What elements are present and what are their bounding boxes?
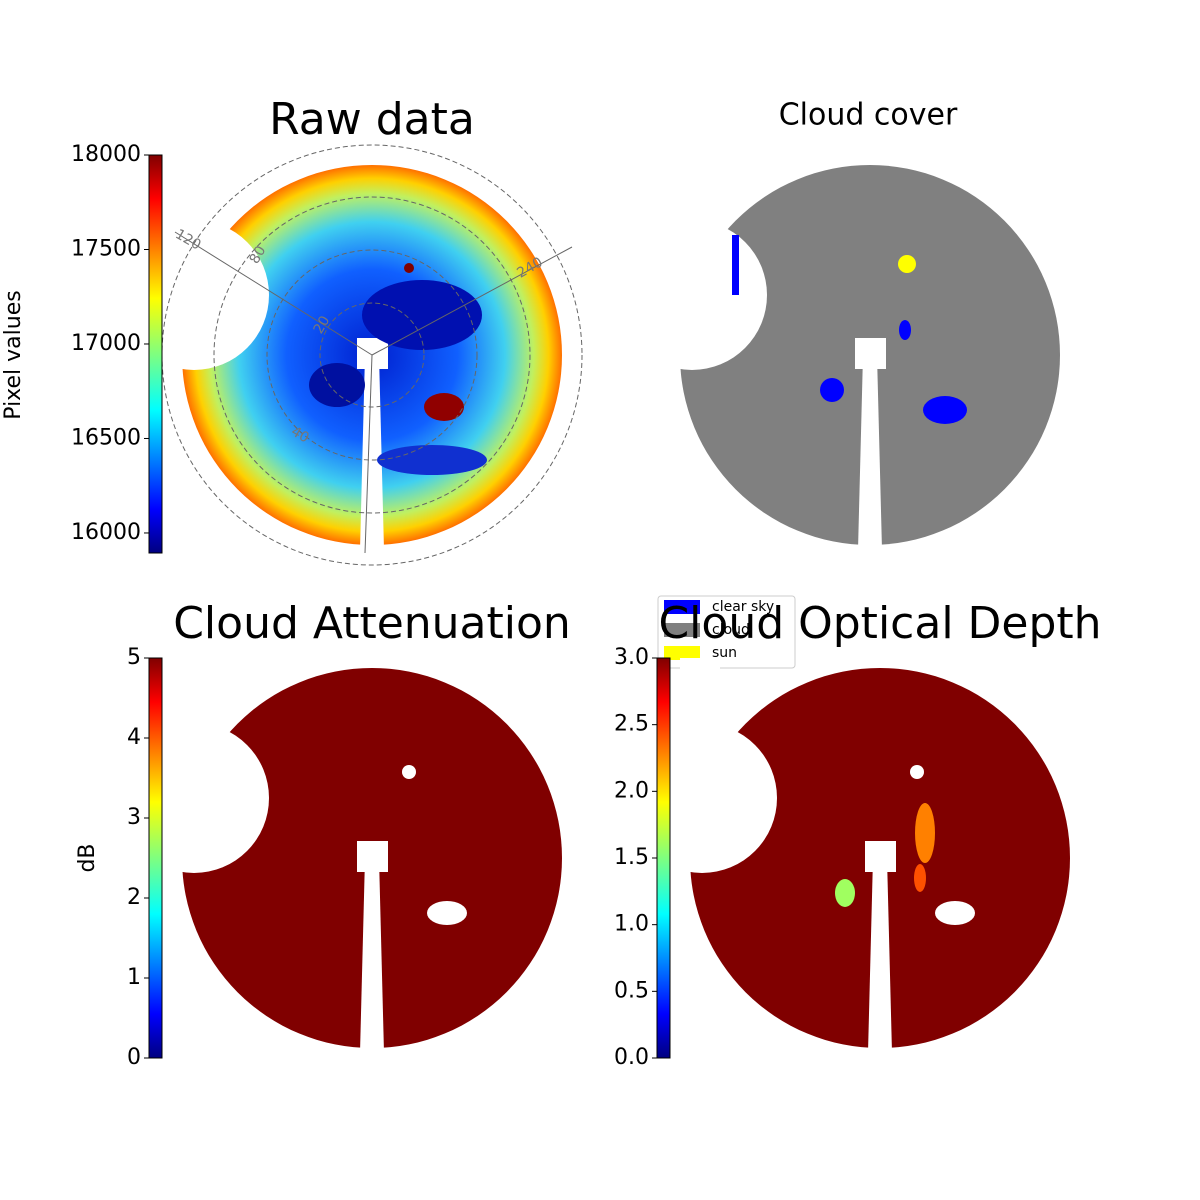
depth-patch: [914, 864, 926, 892]
colorbar-tick-label: 2: [127, 885, 141, 910]
colorbar-label: Pixel values: [1, 290, 26, 419]
mask-corner: [172, 658, 212, 858]
depth-patch: [915, 803, 935, 863]
legend-swatch: [664, 623, 700, 637]
polar-label: 80: [247, 243, 270, 266]
polar-spoke: [174, 231, 373, 356]
depth-patch: [835, 879, 855, 907]
clear-patch: [820, 378, 844, 402]
colorbar-tick-label: 18000: [71, 142, 141, 167]
warm-patch: [424, 393, 464, 421]
sun-mask: [910, 765, 924, 779]
mast-mask: [868, 858, 892, 1053]
panel-title: Cloud Optical Depth: [658, 598, 1101, 649]
mask-corner: [172, 155, 212, 355]
colorbar-tick-label: 3.0: [614, 645, 649, 670]
polar-label: 20: [311, 313, 334, 336]
polar-spoke: [364, 354, 373, 554]
sun: [898, 255, 916, 273]
colorbar-tick-label: 2.5: [614, 712, 649, 737]
colorbar-tick-label: 1: [127, 965, 141, 990]
clear-patch: [899, 320, 911, 340]
mast-mask: [858, 355, 882, 550]
legend-swatch: [664, 600, 700, 614]
polar-ring: [319, 302, 425, 408]
colorbar-tick-label: 16000: [71, 520, 141, 545]
sun-mask: [402, 765, 416, 779]
dark-patch: [377, 445, 487, 475]
legend-label: sun: [712, 645, 737, 661]
panel-title: Cloud cover: [779, 98, 958, 133]
polar-ring: [266, 249, 478, 461]
mask-corner: [670, 155, 710, 355]
sun: [404, 263, 414, 273]
legend-label: clear sky: [712, 599, 774, 615]
colorbar-tick-label: 1.0: [614, 912, 649, 937]
colorbar-tick-label: 5: [127, 645, 141, 670]
colorbar-tick-label: 3: [127, 805, 141, 830]
mast-mask: [360, 355, 384, 550]
colorbar-tick-label: 17000: [71, 331, 141, 356]
clear-mask: [427, 901, 467, 925]
colorbar-tick-label: 17500: [71, 236, 141, 261]
polar-spoke: [371, 246, 573, 356]
mast-mask: [360, 858, 384, 1053]
legend-swatch: [664, 646, 700, 660]
panel-title: Raw data: [269, 94, 475, 145]
colorbar-tick-label: 0.5: [614, 978, 649, 1003]
colorbar-tick-label: 4: [127, 725, 141, 750]
mask-corner: [680, 658, 720, 858]
panel-title: Cloud Attenuation: [173, 598, 571, 649]
clear-mask: [935, 901, 975, 925]
colorbar: [148, 154, 163, 554]
colorbar-label: dB: [75, 843, 100, 872]
mast-top: [357, 338, 388, 369]
colorbar-tick-label: 0: [127, 1045, 141, 1070]
mast-top: [865, 841, 896, 872]
legend-label: cloud: [712, 622, 750, 638]
mast-top: [855, 338, 886, 369]
colorbar-tick-label: 2.0: [614, 778, 649, 803]
dark-patch: [309, 363, 365, 407]
polar-ring: [213, 196, 531, 514]
colorbar-tick-label: 0.0: [614, 1045, 649, 1070]
polar-label: 40: [288, 424, 311, 447]
clear-patch: [923, 396, 967, 424]
clear-patch: [732, 235, 739, 295]
colorbar: [148, 657, 163, 1059]
colorbar-tick-label: 1.5: [614, 845, 649, 870]
colorbar-tick-label: 16500: [71, 425, 141, 450]
mast-top: [357, 841, 388, 872]
dark-patch: [362, 280, 482, 350]
colorbar: [656, 657, 671, 1059]
